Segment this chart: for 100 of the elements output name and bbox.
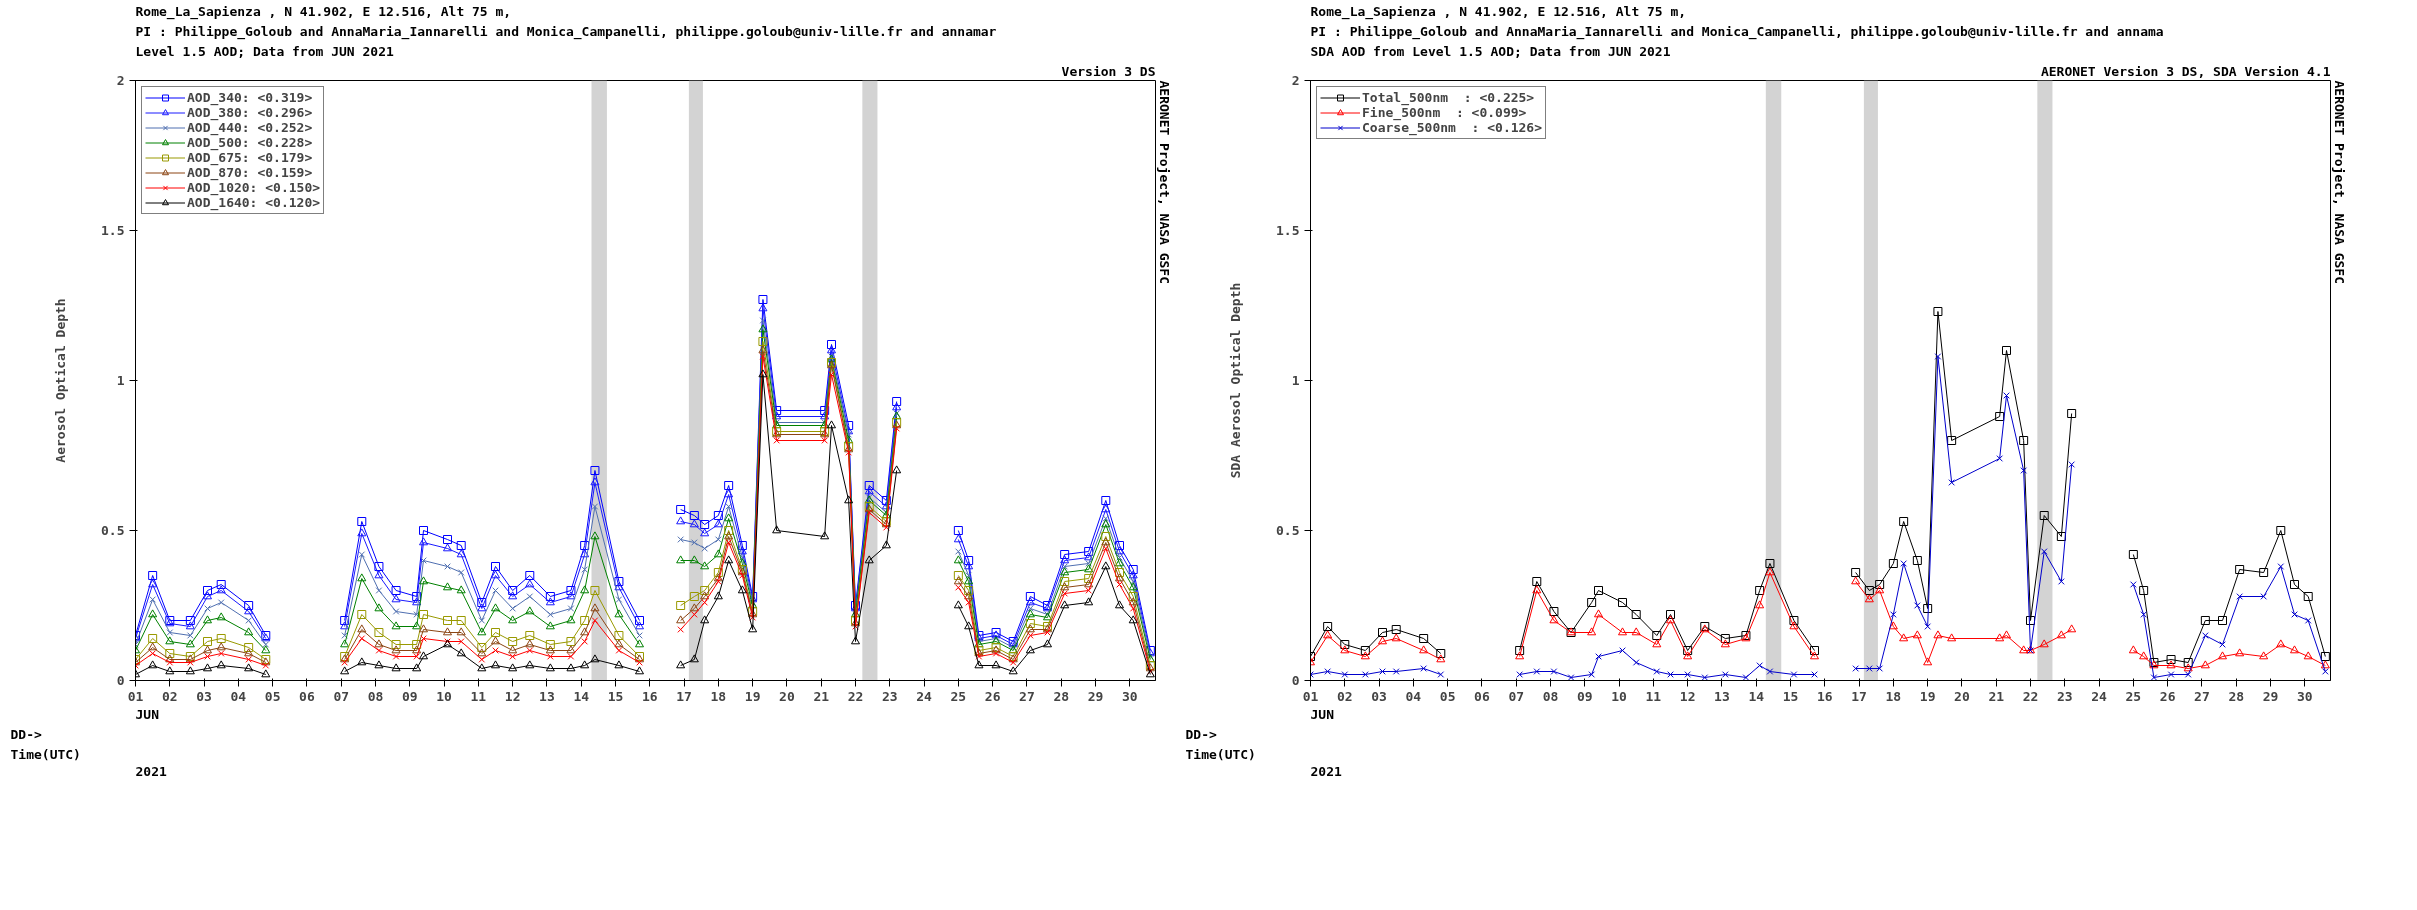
- x-tick-label: 18: [1885, 688, 1902, 704]
- y-tick-label: 0: [1291, 673, 1300, 688]
- x-tick-label: 24: [2091, 688, 2108, 704]
- x-tick-label: 08: [1542, 688, 1559, 704]
- x-tick-label: 16: [1816, 688, 1833, 704]
- x-tick-label: 03: [196, 688, 212, 704]
- y-tick-label: 1.5: [101, 223, 125, 238]
- y-tick-label: 0: [116, 673, 125, 688]
- x-tick-label: 03: [1371, 688, 1387, 704]
- x-axis-title: Time(UTC): [1185, 747, 1256, 762]
- text: 2021: [135, 764, 167, 779]
- x-tick-label: 15: [607, 688, 624, 704]
- x-tick-label: 22: [847, 688, 864, 704]
- x-tick-label: 23: [881, 688, 898, 704]
- x-tick-label: 28: [2228, 688, 2245, 704]
- y-tick-label: 0.5: [1276, 523, 1300, 538]
- chart-title: Rome_La_Sapienza , N 41.902, E 12.516, Alt 75 m,: [1310, 4, 1687, 20]
- x-tick-label: 22: [2022, 688, 2039, 704]
- y-axis-title: SDA Aerosol Optical Depth: [1228, 282, 1244, 479]
- x-tick-label: 19: [1919, 688, 1936, 704]
- x-tick-label: 30: [1121, 688, 1138, 704]
- x-tick-label: 12: [504, 688, 521, 704]
- legend-label: AOD_1640: <0.120>: [187, 195, 321, 210]
- text: JUN: [135, 707, 160, 722]
- legend-label: Total_500nm : <0.225>: [1362, 90, 1535, 105]
- x-tick-label: 14: [573, 688, 590, 704]
- x-tick-label: 04: [1405, 688, 1422, 704]
- x-tick-label: 28: [1053, 688, 1070, 704]
- x-tick-label: 27: [2194, 688, 2210, 704]
- x-tick-label: 10: [1611, 688, 1628, 704]
- x-tick-label: 26: [984, 688, 1001, 704]
- x-tick-label: 29: [2262, 688, 2279, 704]
- text: AERONET Project, NASA GSFC: [1157, 80, 1172, 284]
- x-tick-label: 04: [230, 688, 247, 704]
- x-tick-label: 15: [1782, 688, 1799, 704]
- x-tick-label: 21: [813, 688, 830, 704]
- x-tick-label: 05: [1439, 688, 1456, 704]
- x-tick-label: 13: [1714, 688, 1730, 704]
- text: SDA AOD from Level 1.5 AOD; Data from JUN 2021: [1310, 44, 1671, 59]
- y-tick-label: 1: [116, 373, 125, 388]
- chart-subtitle: PI : Philippe_Goloub and AnnaMaria_Iannarelli and Monica_Campanelli, philippe.goloub@univ-lille.fr and annama: [1310, 24, 2164, 40]
- x-tick-label: 10: [436, 688, 453, 704]
- x-tick-label: 08: [367, 688, 384, 704]
- x-tick-label: 30: [2296, 688, 2313, 704]
- chart-subtitle: PI : Philippe_Goloub and AnnaMaria_Iannarelli and Monica_Campanelli, philippe.goloub@univ-lille.fr and annamar: [135, 24, 997, 40]
- text: AERONET Project, NASA GSFC: [2332, 80, 2347, 284]
- x-tick-label: 16: [641, 688, 658, 704]
- legend-label: AOD_380: <0.296>: [187, 105, 313, 120]
- x-tick-label: 11: [470, 688, 487, 704]
- x-axis-title: Time(UTC): [10, 747, 81, 762]
- x-tick-label: 18: [710, 688, 727, 704]
- x-tick-label: 02: [161, 688, 178, 704]
- text: JUN: [1310, 707, 1335, 722]
- x-tick-label: 29: [1087, 688, 1104, 704]
- x-tick-label: 06: [299, 688, 315, 704]
- y-tick-label: 1.5: [1276, 223, 1300, 238]
- chart-title: Rome_La_Sapienza , N 41.902, E 12.516, Alt 75 m,: [135, 4, 512, 20]
- y-tick-label: 0.5: [101, 523, 125, 538]
- x-tick-label: 27: [1019, 688, 1035, 704]
- y-tick-label: 1: [1291, 373, 1300, 388]
- text: AERONET Version 3 DS, SDA Version 4.1: [2040, 64, 2331, 79]
- legend-label: AOD_340: <0.319>: [187, 90, 313, 105]
- x-tick-label: 17: [676, 688, 692, 704]
- x-tick-label: 01: [127, 688, 144, 704]
- text: DD->: [1185, 727, 1217, 742]
- legend-label: AOD_500: <0.228>: [187, 135, 313, 150]
- y-axis-title: Aerosol Optical Depth: [53, 298, 69, 463]
- x-tick-label: 06: [1474, 688, 1490, 704]
- legend-label: Coarse_500nm : <0.126>: [1362, 120, 1543, 135]
- x-tick-label: 09: [401, 688, 418, 704]
- x-tick-label: 24: [916, 688, 933, 704]
- y-tick-label: 2: [1291, 73, 1300, 88]
- x-tick-label: 01: [1302, 688, 1319, 704]
- text: Version 3 DS: [1061, 64, 1156, 79]
- x-tick-label: 26: [2159, 688, 2176, 704]
- x-tick-label: 07: [333, 688, 350, 704]
- x-tick-label: 17: [1851, 688, 1867, 704]
- x-tick-label: 20: [779, 688, 795, 704]
- x-tick-label: 11: [1645, 688, 1662, 704]
- x-tick-label: 09: [1576, 688, 1593, 704]
- x-tick-label: 25: [950, 688, 967, 704]
- x-tick-label: 12: [1679, 688, 1696, 704]
- x-tick-label: 25: [2125, 688, 2142, 704]
- x-tick-label: 02: [1336, 688, 1353, 704]
- x-tick-label: 20: [1954, 688, 1970, 704]
- text: DD->: [10, 727, 42, 742]
- x-tick-label: 13: [539, 688, 555, 704]
- text: 2021: [1310, 764, 1342, 779]
- x-tick-label: 21: [1988, 688, 2005, 704]
- x-tick-label: 19: [744, 688, 761, 704]
- legend-label: AOD_440: <0.252>: [187, 120, 313, 135]
- x-tick-label: 14: [1748, 688, 1765, 704]
- legend-label: AOD_870: <0.159>: [187, 165, 313, 180]
- y-tick-label: 2: [116, 73, 125, 88]
- x-tick-label: 07: [1508, 688, 1525, 704]
- legend-label: Fine_500nm : <0.099>: [1362, 105, 1527, 120]
- legend-label: AOD_1020: <0.150>: [187, 180, 321, 195]
- text: Level 1.5 AOD; Data from JUN 2021: [135, 44, 394, 59]
- x-tick-label: 05: [264, 688, 281, 704]
- x-tick-label: 23: [2056, 688, 2073, 704]
